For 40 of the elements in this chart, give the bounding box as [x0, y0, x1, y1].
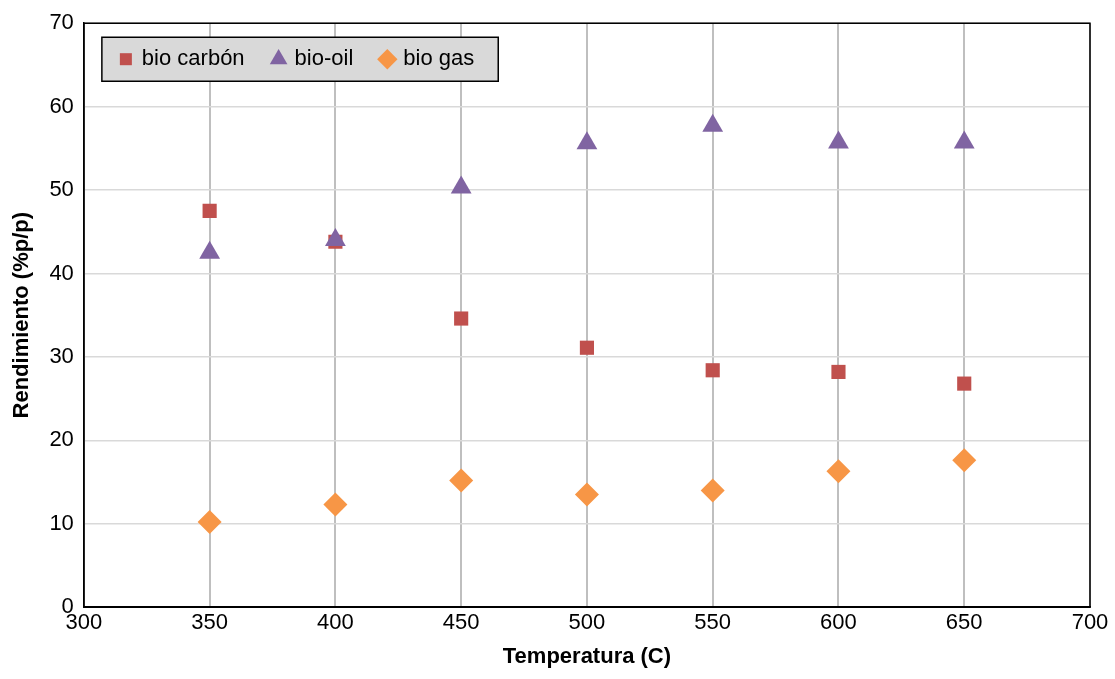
point [454, 311, 469, 326]
y-tick-label: 30 [49, 342, 74, 368]
x-tick-label: 550 [694, 609, 732, 635]
point [197, 510, 222, 535]
x-tick-label: 400 [317, 609, 354, 635]
x-tick-label: 350 [191, 609, 228, 635]
x-tick-label: 600 [820, 609, 857, 635]
y-tick-label: 50 [49, 176, 74, 202]
x-tick-label: 700 [1071, 609, 1109, 635]
point [702, 113, 724, 132]
point [831, 364, 846, 379]
point [325, 228, 346, 247]
x-tick-label: 500 [568, 609, 606, 635]
point [828, 130, 849, 149]
x-tick-label: 650 [945, 609, 983, 635]
x-axis-title: Temperatura (C) [502, 642, 672, 668]
y-tick-label: 60 [49, 92, 74, 118]
point [952, 448, 977, 473]
y-tick-label: 70 [49, 9, 74, 35]
y-axis-title: Rendimiento (%p/p) [8, 211, 34, 419]
point [202, 203, 217, 218]
legend-label: bio gas [403, 45, 475, 71]
legend-label: bio-oil [294, 45, 354, 71]
point [957, 376, 972, 391]
legend-label: bio carbón [141, 45, 245, 71]
point [323, 492, 348, 517]
point [705, 363, 720, 378]
point [700, 478, 725, 503]
y-tick-label: 10 [49, 509, 74, 535]
point [450, 175, 472, 194]
point [449, 468, 474, 493]
y-tick-label: 40 [49, 259, 74, 285]
point [199, 240, 221, 259]
point [826, 459, 851, 484]
y-tick-label: 20 [49, 426, 74, 452]
point [953, 130, 975, 149]
point [576, 131, 598, 150]
point [579, 340, 595, 355]
point [574, 482, 599, 507]
x-tick-label: 450 [442, 609, 480, 635]
